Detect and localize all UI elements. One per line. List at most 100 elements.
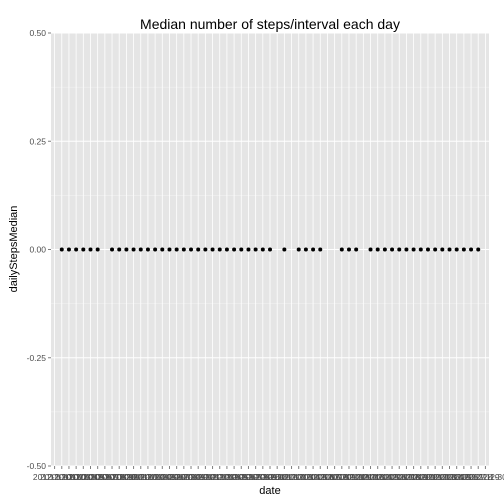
x-tick-label: 2012-10-29 xyxy=(234,472,278,482)
x-tick-label: 2012-11-26 xyxy=(435,472,478,482)
data-point xyxy=(260,247,265,252)
x-tick-label: 2012-11-23 xyxy=(414,472,457,482)
data-point xyxy=(311,247,316,252)
x-tick-label: 2012-10-30 xyxy=(241,472,285,482)
data-point xyxy=(440,247,445,252)
x-tick-label: 2012-11-02 xyxy=(263,472,306,482)
x-tick-label: 2012-10-10 xyxy=(97,472,141,482)
data-point xyxy=(282,247,287,252)
data-point xyxy=(81,247,86,252)
x-tick-label: 2012-11-01 xyxy=(256,472,299,482)
x-tick-label: 2012-10-04 xyxy=(54,472,98,482)
x-tick-label: 2012-11-10 xyxy=(320,472,363,482)
data-point xyxy=(66,247,71,252)
data-point xyxy=(181,247,186,252)
x-tick-label: 2012-10-03 xyxy=(47,472,91,482)
data-point xyxy=(382,247,387,252)
x-tick-label: 2012-11-28 xyxy=(450,472,493,482)
y-axis-title: dailyStepsMedian xyxy=(8,206,20,293)
y-tick-label: -0.50 xyxy=(27,461,47,471)
x-tick-label: 2012-10-28 xyxy=(227,472,271,482)
data-point xyxy=(461,247,466,252)
x-tick-label: 2012-10-25 xyxy=(205,472,249,482)
data-point xyxy=(167,247,172,252)
x-tick-label: 2012-11-21 xyxy=(399,472,442,482)
x-tick-label: 2012-10-11 xyxy=(105,472,148,482)
x-tick-label: 2012-10-27 xyxy=(220,472,264,482)
data-point xyxy=(117,247,122,252)
x-tick-label: 2012-11-27 xyxy=(442,472,485,482)
x-tick-label: 2012-10-26 xyxy=(212,472,256,482)
data-point xyxy=(210,247,215,252)
data-point xyxy=(447,247,452,252)
data-point xyxy=(224,247,229,252)
x-tick-label: 2012-11-20 xyxy=(392,472,435,482)
x-tick-label: 2012-11-15 xyxy=(356,472,399,482)
x-tick-label: 2012-11-13 xyxy=(342,472,385,482)
data-point xyxy=(239,247,244,252)
data-point xyxy=(74,247,79,252)
y-tick-label: -0.25 xyxy=(27,353,47,363)
data-point xyxy=(411,247,416,252)
data-point xyxy=(375,247,380,252)
x-tick-label: 2012-11-09 xyxy=(313,472,356,482)
y-tick-label: 0.25 xyxy=(29,136,46,146)
x-tick-label: 2012-11-14 xyxy=(349,472,392,482)
x-tick-label: 2012-11-11 xyxy=(328,472,370,482)
data-point xyxy=(268,247,272,252)
x-tick-label: 2012-11-07 xyxy=(299,472,342,482)
data-point xyxy=(469,247,474,252)
x-tick-label: 2012-10-19 xyxy=(162,472,206,482)
data-point xyxy=(124,247,129,252)
data-points xyxy=(59,247,481,252)
x-tick-label: 2012-10-05 xyxy=(62,472,106,482)
x-tick-label: 2012-10-23 xyxy=(191,472,235,482)
y-tick-label: 0.00 xyxy=(29,245,46,255)
y-tick-label: 0.50 xyxy=(29,28,46,38)
x-tick-label: 2012-10-01 xyxy=(33,472,77,482)
x-tick-label: 2012-11-06 xyxy=(292,472,335,482)
data-point xyxy=(425,247,430,252)
data-point xyxy=(368,247,373,252)
data-point xyxy=(138,247,143,252)
x-tick-label: 2012-10-20 xyxy=(169,472,213,482)
x-tick-label: 2012-10-02 xyxy=(40,472,84,482)
x-tick-label: 2012-10-18 xyxy=(155,472,199,482)
x-tick-label: 2012-10-31 xyxy=(248,472,292,482)
x-tick-label: 2012-10-12 xyxy=(112,472,156,482)
x-tick-label: 2012-11-05 xyxy=(284,472,327,482)
x-tick-label: 2012-10-14 xyxy=(126,472,170,482)
x-tick-label: 2012-10-07 xyxy=(76,472,120,482)
data-point xyxy=(145,247,150,252)
x-tick-label: 2012-11-08 xyxy=(306,472,349,482)
x-tick-label: 2012-10-09 xyxy=(90,472,134,482)
data-point xyxy=(404,247,409,252)
y-axis: 0.50 0.25 0.00 -0.25 -0.50 xyxy=(27,28,51,471)
data-point xyxy=(153,247,158,252)
x-tick-label: 2012-10-16 xyxy=(141,472,185,482)
x-tick-label: 2012-11-12 xyxy=(335,472,378,482)
data-point xyxy=(189,247,194,252)
data-point xyxy=(59,247,64,252)
x-tick-label: 2012-11-19 xyxy=(385,472,428,482)
x-tick-label: 2012-11-17 xyxy=(371,472,414,482)
data-point xyxy=(354,247,359,252)
x-tick-label: 2012-10-22 xyxy=(184,472,228,482)
data-point xyxy=(95,247,100,252)
x-tick-label: 2012-11-18 xyxy=(378,472,421,482)
x-tick-label: 2012-11-16 xyxy=(363,472,406,482)
data-point xyxy=(454,247,459,252)
x-tick-label: 2012-11-03 xyxy=(270,472,313,482)
data-point xyxy=(196,247,201,252)
data-point xyxy=(433,247,438,252)
x-tick-label: 2012-10-24 xyxy=(198,472,242,482)
data-point xyxy=(418,247,423,252)
data-point xyxy=(253,247,258,252)
data-point xyxy=(296,247,301,252)
data-point xyxy=(203,247,208,252)
x-tick-label: 2012-11-29 xyxy=(457,472,500,482)
data-point xyxy=(303,247,308,252)
x-tick-label: 2012-11-30 xyxy=(464,472,504,482)
data-point xyxy=(160,247,165,252)
